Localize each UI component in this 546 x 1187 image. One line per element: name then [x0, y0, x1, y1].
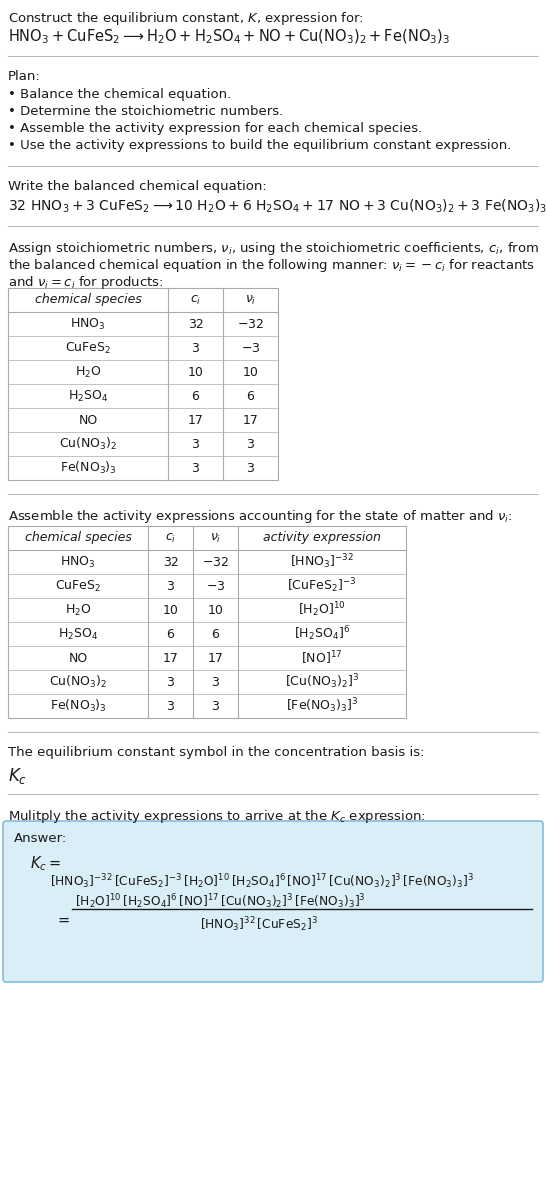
Text: 3: 3 [192, 342, 199, 355]
Text: $-32$: $-32$ [202, 556, 229, 569]
Text: $c_i$: $c_i$ [190, 293, 201, 306]
Text: 10: 10 [163, 603, 179, 616]
Text: 3: 3 [167, 579, 174, 592]
Text: 6: 6 [247, 389, 254, 402]
Text: $\mathrm{H_2SO_4}$: $\mathrm{H_2SO_4}$ [68, 388, 108, 404]
Text: 10: 10 [188, 366, 204, 379]
Text: $\mathrm{Cu(NO_3)_2}$: $\mathrm{Cu(NO_3)_2}$ [49, 674, 107, 690]
Text: $\nu_i$: $\nu_i$ [210, 532, 221, 545]
Text: $[\mathrm{HNO_3}]^{-32}\,[\mathrm{CuFeS_2}]^{-3}\,[\mathrm{H_2O}]^{10}\,[\mathrm: $[\mathrm{HNO_3}]^{-32}\,[\mathrm{CuFeS_… [50, 872, 474, 890]
Text: Write the balanced chemical equation:: Write the balanced chemical equation: [8, 180, 267, 193]
Text: NO: NO [68, 652, 87, 665]
Text: 3: 3 [192, 438, 199, 451]
Text: Construct the equilibrium constant, $K$, expression for:: Construct the equilibrium constant, $K$,… [8, 9, 364, 27]
Text: $[\mathrm{NO}]^{17}$: $[\mathrm{NO}]^{17}$ [301, 649, 343, 667]
Text: Assign stoichiometric numbers, $\nu_i$, using the stoichiometric coefficients, $: Assign stoichiometric numbers, $\nu_i$, … [8, 240, 539, 258]
FancyBboxPatch shape [3, 821, 543, 982]
Text: Mulitply the activity expressions to arrive at the $K_c$ expression:: Mulitply the activity expressions to arr… [8, 808, 426, 825]
Text: activity expression: activity expression [263, 532, 381, 545]
Text: 3: 3 [211, 699, 219, 712]
Text: 6: 6 [192, 389, 199, 402]
Text: the balanced chemical equation in the following manner: $\nu_i = -c_i$ for react: the balanced chemical equation in the fo… [8, 258, 535, 274]
Text: $\mathrm{HNO_3}$: $\mathrm{HNO_3}$ [60, 554, 96, 570]
Text: 6: 6 [167, 628, 174, 641]
Text: $\mathrm{Fe(NO_3)_3}$: $\mathrm{Fe(NO_3)_3}$ [60, 459, 116, 476]
Text: Answer:: Answer: [14, 832, 67, 845]
Text: and $\nu_i = c_i$ for products:: and $\nu_i = c_i$ for products: [8, 274, 164, 291]
Text: $[\mathrm{H_2O}]^{10}\,[\mathrm{H_2SO_4}]^{6}\,[\mathrm{NO}]^{17}\,[\mathrm{Cu(N: $[\mathrm{H_2O}]^{10}\,[\mathrm{H_2SO_4}… [75, 891, 366, 910]
Text: $\mathrm{H_2O}$: $\mathrm{H_2O}$ [75, 364, 101, 380]
Text: $[\mathrm{Cu(NO_3)_2}]^{3}$: $[\mathrm{Cu(NO_3)_2}]^{3}$ [285, 673, 359, 691]
Text: 17: 17 [242, 413, 258, 426]
Text: $[\mathrm{H_2SO_4}]^{6}$: $[\mathrm{H_2SO_4}]^{6}$ [294, 624, 350, 643]
Text: $\nu_i$: $\nu_i$ [245, 293, 256, 306]
Text: chemical species: chemical species [34, 293, 141, 306]
Text: • Balance the chemical equation.: • Balance the chemical equation. [8, 88, 232, 101]
Text: Plan:: Plan: [8, 70, 41, 83]
Text: $[\mathrm{H_2O}]^{10}$: $[\mathrm{H_2O}]^{10}$ [298, 601, 346, 620]
Text: 3: 3 [211, 675, 219, 688]
Text: 3: 3 [192, 462, 199, 475]
Text: $\mathrm{H_2SO_4}$: $\mathrm{H_2SO_4}$ [58, 627, 98, 641]
Text: $\mathrm{CuFeS_2}$: $\mathrm{CuFeS_2}$ [65, 341, 111, 356]
Text: $\mathrm{CuFeS_2}$: $\mathrm{CuFeS_2}$ [55, 578, 101, 594]
Text: $\mathrm{HNO_3}$: $\mathrm{HNO_3}$ [70, 317, 106, 331]
Text: 3: 3 [247, 462, 254, 475]
Text: $32\ \mathrm{HNO_3} + 3\ \mathrm{CuFeS_2} \longrightarrow 10\ \mathrm{H_2O} + 6\: $32\ \mathrm{HNO_3} + 3\ \mathrm{CuFeS_2… [8, 198, 546, 215]
Text: $K_c =$: $K_c =$ [30, 853, 61, 872]
Text: $-32$: $-32$ [237, 317, 264, 330]
Bar [8, 526, 406, 718]
Text: $[\mathrm{HNO_3}]^{32}\,[\mathrm{CuFeS_2}]^{3}$: $[\mathrm{HNO_3}]^{32}\,[\mathrm{CuFeS_2… [200, 915, 318, 934]
Text: 17: 17 [163, 652, 179, 665]
Text: 32: 32 [188, 317, 203, 330]
Text: $c_i$: $c_i$ [165, 532, 176, 545]
Text: 17: 17 [207, 652, 223, 665]
Text: • Assemble the activity expression for each chemical species.: • Assemble the activity expression for e… [8, 122, 422, 135]
Text: $K_c$: $K_c$ [8, 766, 27, 786]
Text: $[\mathrm{CuFeS_2}]^{-3}$: $[\mathrm{CuFeS_2}]^{-3}$ [287, 577, 357, 596]
Text: 3: 3 [167, 675, 174, 688]
Text: 3: 3 [247, 438, 254, 451]
Text: • Use the activity expressions to build the equilibrium constant expression.: • Use the activity expressions to build … [8, 139, 512, 152]
Text: $\mathrm{H_2O}$: $\mathrm{H_2O}$ [65, 603, 91, 617]
Text: 6: 6 [211, 628, 219, 641]
Text: $\mathrm{Cu(NO_3)_2}$: $\mathrm{Cu(NO_3)_2}$ [59, 436, 117, 452]
Text: $\mathrm{HNO_3 + CuFeS_2 \longrightarrow H_2O + H_2SO_4 + NO + Cu(NO_3)_2 + Fe(N: $\mathrm{HNO_3 + CuFeS_2 \longrightarrow… [8, 28, 450, 46]
Bar [8, 288, 278, 480]
Text: chemical species: chemical species [25, 532, 132, 545]
Text: NO: NO [79, 413, 98, 426]
Text: $[\mathrm{Fe(NO_3)_3}]^{3}$: $[\mathrm{Fe(NO_3)_3}]^{3}$ [286, 697, 358, 716]
Text: Assemble the activity expressions accounting for the state of matter and $\nu_i$: Assemble the activity expressions accoun… [8, 508, 513, 525]
Text: 10: 10 [242, 366, 258, 379]
Text: The equilibrium constant symbol in the concentration basis is:: The equilibrium constant symbol in the c… [8, 745, 424, 758]
Text: $[\mathrm{HNO_3}]^{-32}$: $[\mathrm{HNO_3}]^{-32}$ [290, 553, 354, 571]
Text: 32: 32 [163, 556, 179, 569]
Text: 10: 10 [207, 603, 223, 616]
Text: • Determine the stoichiometric numbers.: • Determine the stoichiometric numbers. [8, 104, 283, 118]
Text: $\mathrm{Fe(NO_3)_3}$: $\mathrm{Fe(NO_3)_3}$ [50, 698, 106, 715]
Text: $=$: $=$ [55, 912, 70, 927]
Text: 3: 3 [167, 699, 174, 712]
Text: $-3$: $-3$ [206, 579, 225, 592]
Text: $-3$: $-3$ [241, 342, 260, 355]
Text: 17: 17 [188, 413, 204, 426]
